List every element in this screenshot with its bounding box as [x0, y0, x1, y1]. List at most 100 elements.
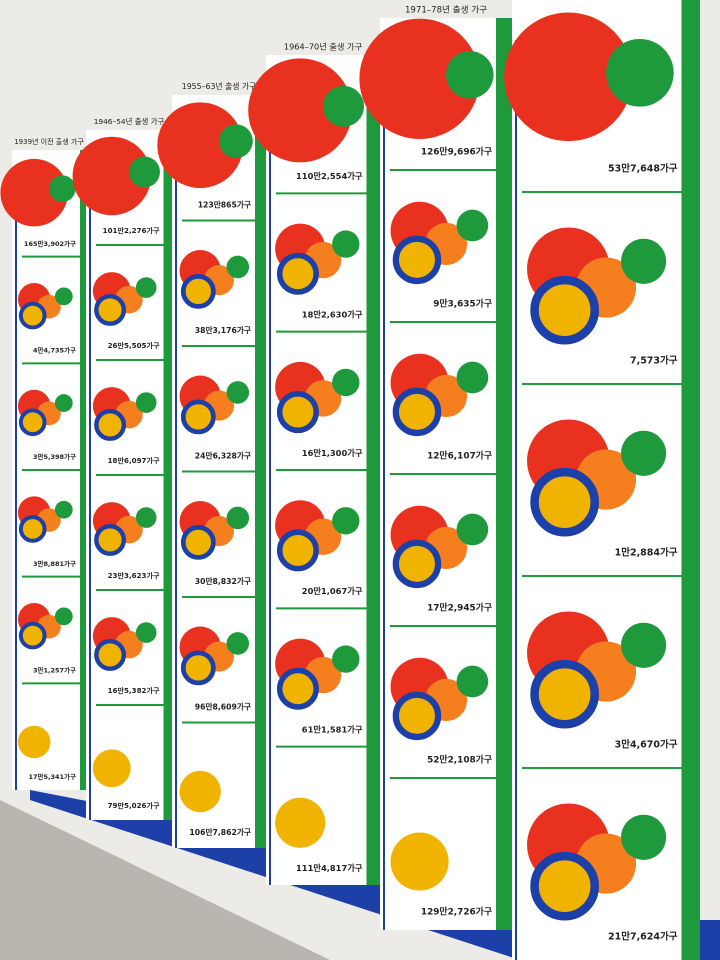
- column-header: 1971–78년 출생 가구: [405, 5, 487, 16]
- household-count: 18만2,630가구: [302, 310, 363, 320]
- green-circle: [456, 361, 489, 394]
- green-circle: [135, 392, 157, 413]
- household-count: 7,573가구: [630, 354, 678, 366]
- green-circle: [219, 124, 253, 159]
- green-circle: [135, 622, 157, 643]
- household-count: 20만1,067가구: [302, 586, 363, 596]
- green-circle: [456, 513, 489, 546]
- column-header: 1946–54년 출생 가구: [94, 117, 165, 126]
- blue-ring: [276, 391, 319, 434]
- green-circle: [54, 394, 73, 412]
- blue-ring: [180, 273, 216, 309]
- blue-ring: [392, 539, 442, 589]
- green-trunk: [496, 18, 512, 930]
- blue-ring: [530, 851, 599, 921]
- green-circle: [621, 814, 667, 860]
- green-circle: [49, 175, 76, 202]
- yellow-circle: [390, 832, 449, 891]
- household-count: 110만2,554가구: [296, 171, 363, 181]
- column-header: 1964–70년 출생 가구: [284, 42, 363, 52]
- green-circle: [54, 287, 73, 306]
- blue-ring: [18, 621, 47, 650]
- blue-ring: [530, 659, 599, 729]
- household-count: 3만1,257가구: [33, 666, 76, 675]
- green-circle: [621, 430, 667, 476]
- green-trunk: [366, 55, 380, 885]
- household-count: 30만8,832가구: [195, 576, 251, 586]
- blue-ring: [18, 515, 47, 543]
- blue-ring: [94, 523, 127, 556]
- green-circle: [456, 209, 489, 242]
- blue-ring: [94, 408, 127, 441]
- household-count: 53만7,648가구: [608, 162, 678, 174]
- green-circle: [621, 238, 667, 284]
- red-circle: [157, 102, 244, 189]
- green-circle: [54, 607, 73, 626]
- household-count: 106만7,862가구: [189, 827, 251, 837]
- yellow-circle: [92, 749, 131, 788]
- green-trunk: [80, 150, 86, 790]
- green-circle: [226, 255, 250, 279]
- household-count: 79만5,026가구: [108, 801, 160, 810]
- red-circle: [248, 58, 353, 163]
- green-circle: [54, 500, 73, 519]
- blue-ring: [392, 387, 442, 437]
- household-count: 3만8,881가구: [33, 559, 76, 568]
- household-count: 17만5,341가구: [28, 772, 76, 781]
- household-count: 52만2,108가구: [427, 753, 492, 765]
- household-count: 3만4,670가구: [615, 738, 678, 750]
- blue-ring: [392, 691, 442, 741]
- household-count: 3만5,398가구: [33, 452, 76, 461]
- green-circle: [606, 38, 674, 107]
- blue-ring: [276, 529, 319, 572]
- red-circle: [504, 12, 633, 142]
- green-circle: [332, 645, 360, 673]
- blue-ring: [530, 467, 599, 537]
- green-circle: [446, 51, 494, 99]
- green-circle: [226, 506, 250, 530]
- blue-ring: [276, 252, 319, 295]
- red-circle: [359, 18, 480, 139]
- red-circle: [72, 136, 152, 216]
- green-trunk: [255, 95, 266, 848]
- green-circle: [621, 622, 667, 668]
- household-count: 96만8,609가구: [195, 701, 251, 711]
- household-count: 4만4,735가구: [33, 346, 76, 355]
- blue-ring: [276, 667, 319, 710]
- blue-ring: [94, 638, 127, 671]
- blue-ring: [18, 301, 47, 330]
- household-count: 12만6,107가구: [427, 449, 492, 461]
- green-trunk: [163, 130, 172, 820]
- green-circle: [135, 277, 157, 298]
- household-count: 101만2,276가구: [103, 226, 160, 235]
- household-count: 165만3,902가구: [24, 239, 76, 248]
- red-circle: [0, 158, 68, 227]
- household-count: 9만3,635가구: [433, 297, 492, 309]
- blue-ring: [180, 524, 216, 560]
- floor: [0, 800, 330, 960]
- green-circle: [226, 632, 250, 655]
- green-circle: [323, 85, 365, 127]
- yellow-circle: [179, 770, 221, 813]
- household-count: 111만4,817가구: [296, 863, 363, 873]
- household-count: 16만5,382가구: [108, 686, 160, 695]
- household-count: 23만3,623가구: [108, 571, 160, 580]
- blue-ring: [180, 399, 216, 435]
- green-circle: [129, 156, 160, 188]
- green-circle: [332, 368, 360, 397]
- green-circle: [332, 507, 360, 535]
- household-count: 17만2,945가구: [427, 601, 492, 613]
- blue-ring: [180, 650, 216, 686]
- blue-ring: [18, 408, 47, 437]
- column-header: 1955–63년 출생 가구: [182, 81, 256, 91]
- green-circle: [456, 665, 489, 698]
- yellow-circle: [17, 725, 51, 759]
- green-circle: [226, 381, 250, 404]
- household-count: 129만2,726가구: [421, 905, 492, 917]
- blue-ring: [94, 293, 127, 326]
- yellow-circle: [275, 797, 326, 848]
- green-trunk: [681, 0, 700, 960]
- household-count: 18만6,097가구: [108, 456, 160, 465]
